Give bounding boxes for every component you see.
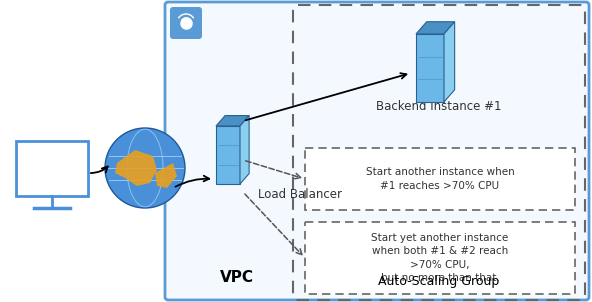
Text: Backend Instance #1: Backend Instance #1 — [377, 101, 502, 114]
FancyBboxPatch shape — [170, 7, 202, 39]
FancyBboxPatch shape — [165, 2, 589, 300]
Polygon shape — [444, 22, 455, 102]
Bar — [305, 148, 575, 210]
Polygon shape — [155, 163, 177, 188]
Polygon shape — [416, 34, 444, 102]
Polygon shape — [240, 116, 249, 184]
Text: Auto-Scaling Group: Auto-Scaling Group — [378, 275, 500, 288]
Text: VPC: VPC — [220, 271, 254, 285]
Polygon shape — [216, 126, 240, 184]
Text: Start another instance when
#1 reaches >70% CPU: Start another instance when #1 reaches >… — [366, 167, 514, 191]
Bar — [16, 140, 88, 195]
Bar — [305, 222, 575, 294]
Polygon shape — [216, 116, 249, 126]
Text: Load Balancer: Load Balancer — [258, 188, 342, 201]
Polygon shape — [416, 22, 455, 34]
Polygon shape — [115, 150, 157, 186]
Circle shape — [105, 128, 185, 208]
Text: Start yet another instance
when both #1 & #2 reach
>70% CPU,
but no more than th: Start yet another instance when both #1 … — [371, 233, 509, 283]
